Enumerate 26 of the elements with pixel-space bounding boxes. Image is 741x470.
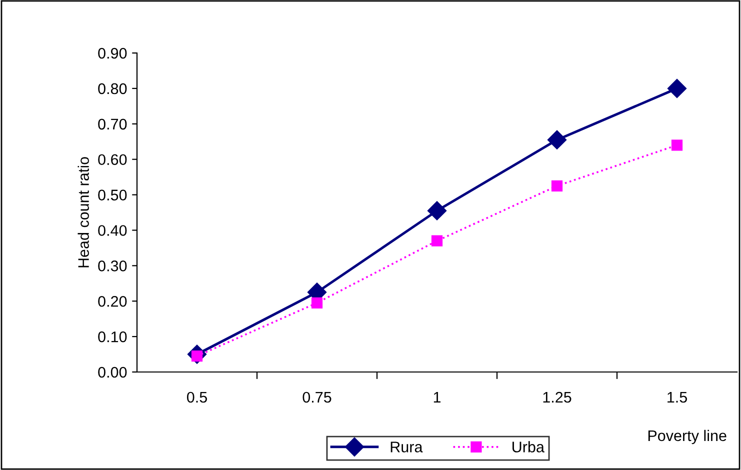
y-tick-label: 0.10: [98, 331, 127, 342]
y-tick-label: 0.50: [98, 190, 127, 200]
y-tick-label: 0.20: [98, 296, 127, 307]
point: [667, 78, 687, 98]
y-tick-label: 0.90: [98, 48, 127, 59]
x-axis-title: Poverty line: [648, 430, 726, 444]
y-tick-label: 0.00: [98, 366, 127, 378]
x-tick-label: 1: [434, 392, 441, 403]
y-axis-title: Head count ratio: [78, 157, 89, 268]
y-tick-label: 0.30: [98, 260, 127, 272]
point: [431, 235, 443, 246]
x-tick-label: 1.25: [543, 392, 572, 403]
point: [547, 130, 567, 150]
x-tick-label: 0.5: [186, 392, 207, 403]
y-tick-label: 0.60: [98, 154, 127, 166]
legend-label: Urba: [512, 441, 544, 452]
point: [427, 201, 447, 220]
x-tick-label: 1.5: [668, 392, 687, 403]
y-tick-label: 0.40: [98, 225, 127, 236]
point: [311, 297, 323, 308]
point: [671, 140, 683, 151]
y-tick-label: 0.70: [98, 118, 127, 130]
y-tick-label: 0.80: [98, 83, 127, 94]
x-tick-label: 0.75: [302, 392, 332, 403]
legend-label: Rura: [390, 442, 423, 452]
point: [551, 180, 563, 192]
